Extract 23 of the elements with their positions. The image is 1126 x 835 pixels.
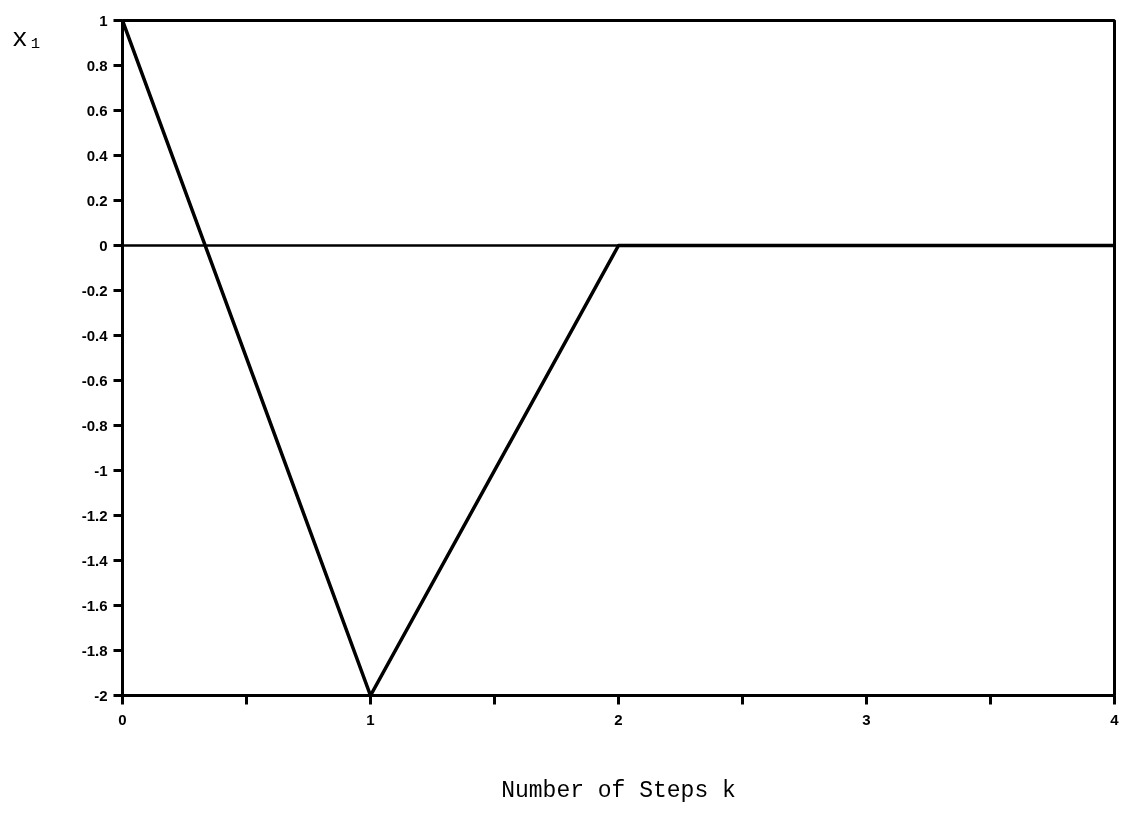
y-tick-label: 0.2 <box>86 191 108 209</box>
y-tick-label: -0.4 <box>81 326 109 344</box>
y-tick-label: 0.4 <box>86 146 109 164</box>
x-tick-label: 3 <box>862 710 871 728</box>
y-tick-label: -1 <box>94 461 108 479</box>
y-tick-label: 0.8 <box>86 56 108 74</box>
x-tick-label: 4 <box>1110 710 1120 728</box>
y-tick-label: 0.6 <box>86 101 108 119</box>
y-tick-label: -0.6 <box>81 371 108 389</box>
y-tick-label: -0.8 <box>81 416 108 434</box>
y-tick-label: -1.4 <box>81 551 109 569</box>
x-tick-label: 2 <box>614 710 623 728</box>
y-tick-label: -1.2 <box>81 506 108 524</box>
y-tick-label: -2 <box>94 686 108 704</box>
y-axis-title: x₁ <box>12 24 44 54</box>
y-tick-label: 0 <box>99 236 108 254</box>
y-tick-label: 1 <box>99 11 108 29</box>
y-tick-label: -0.2 <box>81 281 108 299</box>
x-axis-title: Number of Steps k <box>501 777 736 804</box>
y-tick-label: -1.8 <box>81 641 108 659</box>
x-tick-label: 0 <box>118 710 127 728</box>
y-tick-label: -1.6 <box>81 596 108 614</box>
x-tick-label: 1 <box>366 710 375 728</box>
